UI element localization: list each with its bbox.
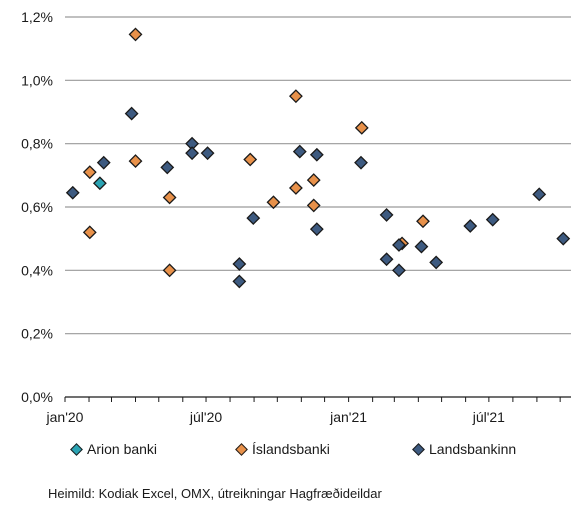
arion-diamond-icon [70, 442, 83, 456]
point-landsbankinn [160, 160, 175, 175]
point-landsbankinn [414, 239, 429, 254]
landsbankinn-diamond-icon [412, 442, 425, 456]
point--slandsbanki [82, 225, 97, 240]
point-landsbankinn [232, 274, 247, 289]
point--slandsbanki [288, 89, 303, 104]
point--slandsbanki [128, 27, 143, 42]
point-landsbankinn [556, 231, 571, 246]
y-tick-label: 0,2% [21, 326, 53, 342]
axes: 0,0% 0,2% 0,4% 0,6% 0,8% 1,0% 1,2% jan'20 júl'20… [21, 9, 571, 425]
point-landsbankinn [65, 185, 80, 200]
legend-label: Íslandsbanki [252, 441, 330, 457]
point-landsbankinn [379, 252, 394, 267]
point--slandsbanki [162, 263, 177, 278]
point--slandsbanki [266, 195, 281, 210]
y-tick-label: 1,0% [21, 72, 53, 88]
x-tick-label: jan'20 [46, 409, 84, 425]
point-landsbankinn [309, 222, 324, 237]
data-points [65, 27, 571, 289]
point-arion-banki [92, 176, 107, 191]
point--slandsbanki [288, 181, 303, 195]
x-tick-label: júl'20 [189, 409, 222, 425]
point-landsbankinn [532, 187, 547, 202]
source-note: Heimild: Kodiak Excel, OMX, útreikningar… [48, 486, 382, 501]
islandsbanki-diamond-icon [235, 442, 248, 456]
y-tick-label: 0,6% [21, 199, 53, 215]
point-landsbankinn [463, 219, 478, 233]
y-tick-label: 0,4% [21, 262, 53, 278]
point--slandsbanki [82, 165, 97, 180]
scatter-chart: 0,0% 0,2% 0,4% 0,6% 0,8% 1,0% 1,2% jan'20 júl'20… [21, 9, 571, 425]
point-landsbankinn [124, 106, 139, 121]
y-tick-label: 1,2% [21, 9, 53, 25]
point-landsbankinn [354, 155, 368, 170]
legend-item-landsbankinn: Landsbankinn [412, 441, 517, 457]
point-landsbankinn [246, 211, 261, 226]
point-landsbankinn [185, 146, 200, 161]
point-landsbankinn [232, 257, 247, 271]
point--slandsbanki [128, 154, 143, 169]
point-landsbankinn [392, 238, 406, 252]
x-tick-label: jan'21 [329, 409, 367, 425]
point-landsbankinn [392, 263, 406, 278]
y-tick-label: 0,8% [21, 136, 53, 152]
point--slandsbanki [354, 120, 369, 135]
point-landsbankinn [292, 144, 307, 159]
legend-item-islandsbanki: Íslandsbanki [235, 441, 330, 457]
point-landsbankinn [309, 147, 324, 162]
point--slandsbanki [306, 198, 321, 213]
legend-item-arion: Arion banki [70, 441, 158, 457]
gridlines [65, 16, 571, 335]
legend: Arion banki Íslandsbanki Landsbankinn [0, 441, 571, 463]
point--slandsbanki [243, 152, 258, 167]
point-landsbankinn [429, 255, 444, 270]
point--slandsbanki [162, 190, 177, 205]
legend-label: Landsbankinn [429, 441, 517, 457]
y-tick-label: 0,0% [21, 389, 53, 405]
point-landsbankinn [485, 212, 500, 227]
point-landsbankinn [379, 207, 394, 222]
x-tick-label: júl'21 [472, 409, 505, 425]
point--slandsbanki [416, 214, 430, 229]
point-landsbankinn [200, 146, 215, 161]
point--slandsbanki [306, 173, 321, 188]
point-landsbankinn [96, 155, 111, 170]
legend-label: Arion banki [87, 441, 158, 457]
